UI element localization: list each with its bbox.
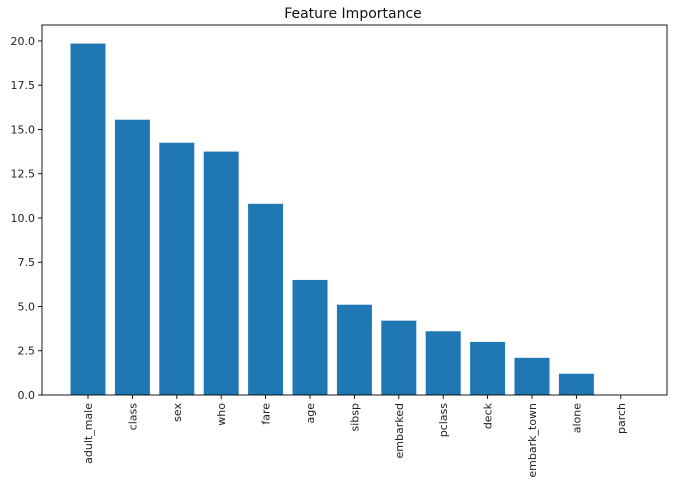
y-tick-label: 20.0 — [11, 35, 36, 48]
chart-title: Feature Importance — [284, 6, 422, 22]
x-tick-label: embarked — [393, 403, 406, 458]
x-tick-label: adult_male — [82, 403, 95, 464]
bar-sex — [159, 142, 195, 395]
x-tick-label: fare — [260, 403, 273, 425]
bar-who — [203, 151, 239, 395]
bar-adult_male — [70, 43, 106, 396]
bar-embarked — [381, 320, 417, 395]
bar-pclass — [425, 331, 461, 395]
y-tick-label: 7.5 — [18, 256, 36, 269]
x-tick-label: alone — [570, 403, 583, 433]
bar-age — [292, 279, 328, 395]
bar-deck — [470, 341, 506, 395]
bar-class — [114, 119, 150, 396]
y-tick-label: 5.0 — [18, 300, 36, 313]
x-tick-label: pclass — [437, 403, 450, 438]
y-tick-label: 15.0 — [11, 123, 36, 136]
x-tick-label: age — [304, 403, 317, 424]
x-tick-label: parch — [615, 403, 628, 434]
y-tick-label: 10.0 — [11, 212, 36, 225]
y-tick-label: 0.0 — [18, 389, 36, 402]
bar-fare — [248, 203, 284, 395]
y-tick-label: 2.5 — [18, 345, 36, 358]
bar-embark_town — [514, 357, 550, 395]
x-tick-label: class — [126, 403, 139, 431]
y-tick-label: 17.5 — [11, 79, 36, 92]
x-tick-label: sex — [171, 403, 184, 422]
bar-sibsp — [336, 304, 372, 395]
x-tick-label: sibsp — [348, 403, 361, 432]
plot-area: 0.0 2.5 5.0 7.5 10.0 12.5 15.0 17.5 20.0 adult_ma… — [11, 24, 668, 478]
x-tick-label: embark_town — [526, 403, 539, 478]
x-tick-label: deck — [482, 402, 495, 429]
bar-alone — [558, 373, 594, 395]
x-tick-label: who — [215, 403, 228, 426]
y-tick-label: 12.5 — [11, 168, 36, 181]
